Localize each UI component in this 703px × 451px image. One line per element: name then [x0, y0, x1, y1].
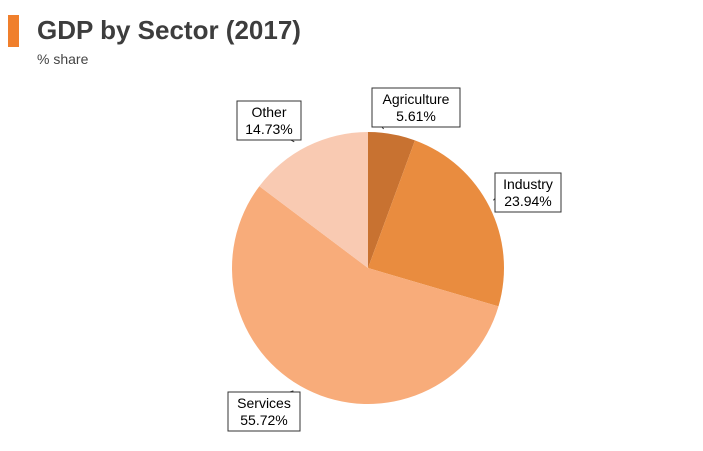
title-accent-bar — [8, 15, 19, 47]
pie-slice-other[interactable] — [259, 132, 368, 268]
slice-label-box — [494, 172, 562, 213]
pie-slice-agriculture[interactable] — [368, 132, 415, 268]
pie-slice-services[interactable] — [231, 186, 499, 404]
slice-label-pointer — [289, 390, 294, 393]
slice-label-value: 5.61% — [396, 108, 436, 124]
slice-label-value: 55.72% — [240, 412, 287, 428]
slice-label-name: Industry — [503, 176, 553, 192]
chart-subtitle: % share — [37, 51, 89, 67]
slice-label-name: Other — [251, 104, 286, 120]
pie-slices — [231, 132, 504, 404]
slice-label-name: Services — [237, 395, 291, 411]
slice-label-box — [371, 87, 461, 128]
pie-slice-industry[interactable] — [368, 140, 504, 307]
chart-title: GDP by Sector (2017) — [37, 15, 301, 45]
slice-label-value: 14.73% — [245, 121, 292, 137]
slice-label-box — [236, 100, 302, 141]
slice-label-box — [227, 391, 301, 432]
slice-label-pointer — [290, 139, 295, 143]
slice-label-name: Agriculture — [383, 91, 450, 107]
slice-label-value: 23.94% — [504, 193, 551, 209]
slice-label-pointer — [492, 198, 496, 201]
slice-label-pointer — [381, 126, 385, 130]
